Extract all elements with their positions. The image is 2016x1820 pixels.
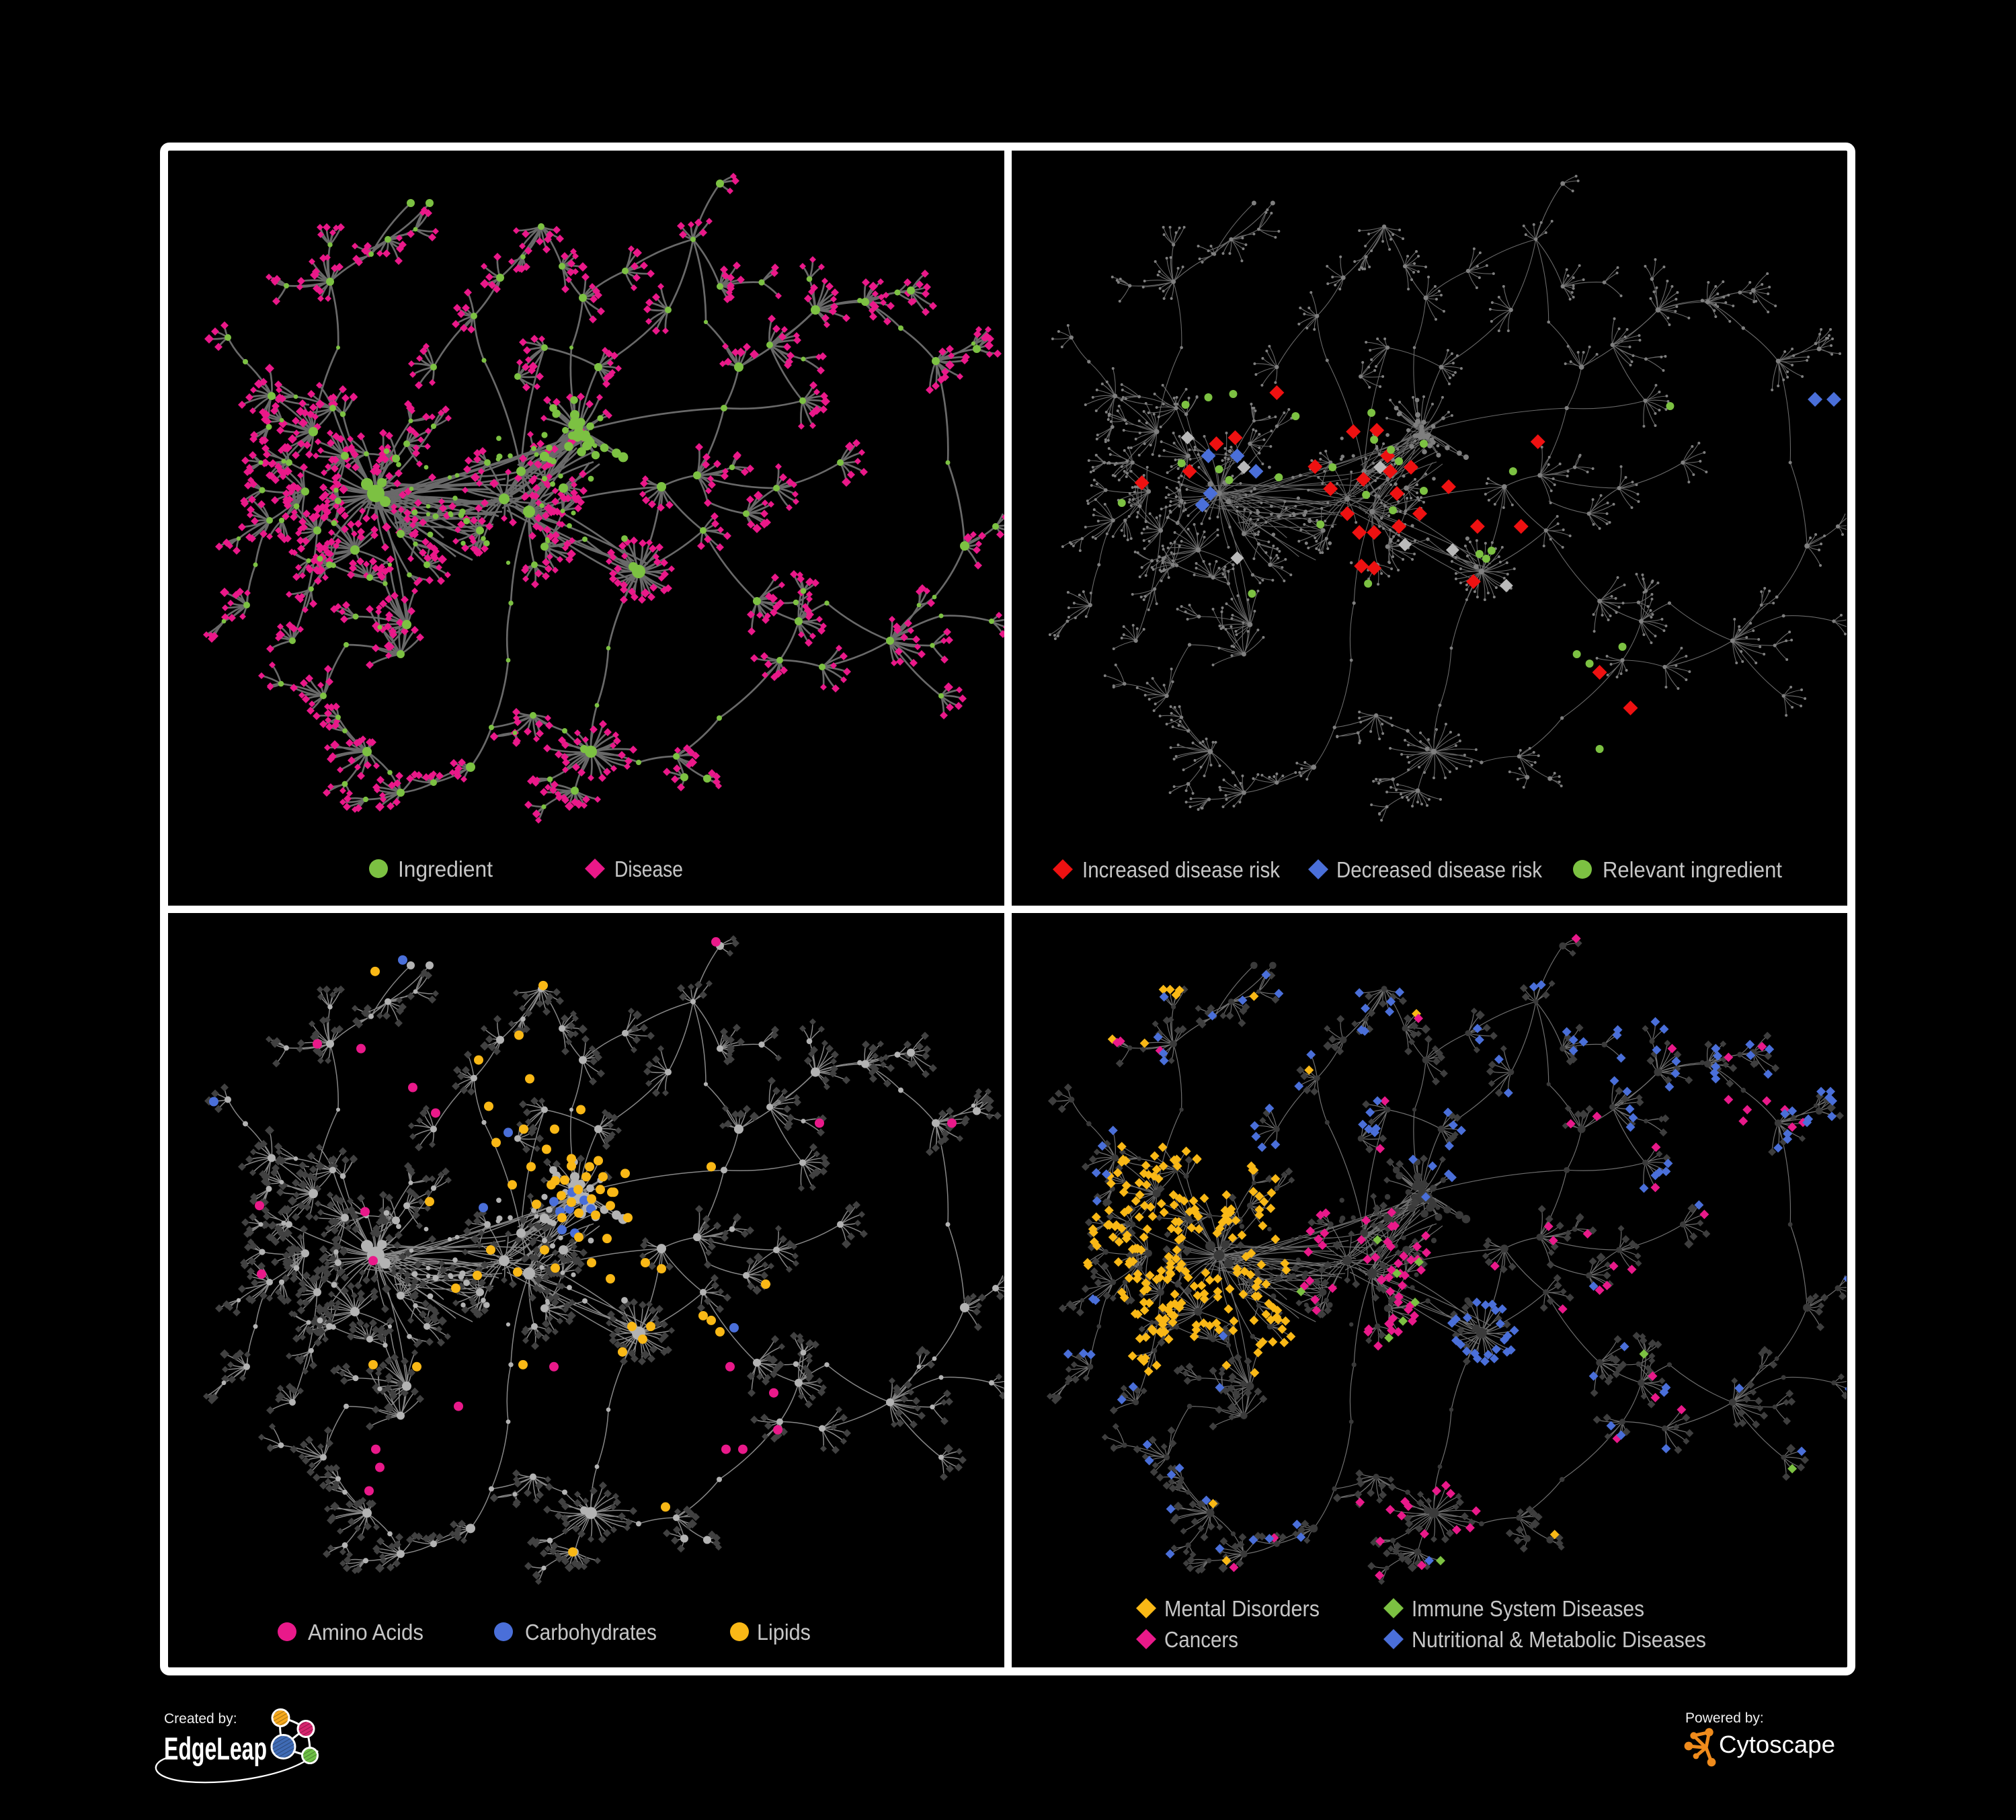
svg-text:Relevant ingredient: Relevant ingredient <box>1603 857 1782 882</box>
svg-text:Cancers: Cancers <box>1164 1627 1238 1652</box>
svg-text:Mental Disorders: Mental Disorders <box>1164 1596 1320 1621</box>
svg-text:Ingredient: Ingredient <box>398 857 493 881</box>
svg-text:Powered by:: Powered by: <box>1685 1710 1764 1726</box>
svg-text:EdgeLeap: EdgeLeap <box>164 1731 267 1766</box>
svg-text:Disease: Disease <box>614 857 683 881</box>
svg-text:Immune System Diseases: Immune System Diseases <box>1412 1596 1644 1621</box>
svg-text:Amino Acids: Amino Acids <box>308 1620 424 1645</box>
svg-text:Nutritional & Metabolic Diseas: Nutritional & Metabolic Diseases <box>1412 1627 1706 1652</box>
svg-text:Lipids: Lipids <box>757 1620 811 1645</box>
svg-text:Cytoscape: Cytoscape <box>1719 1731 1835 1758</box>
svg-text:Increased disease risk: Increased disease risk <box>1082 857 1280 882</box>
svg-text:Created by:: Created by: <box>164 1711 237 1727</box>
svg-text:Decreased disease risk: Decreased disease risk <box>1336 857 1542 882</box>
svg-text:Carbohydrates: Carbohydrates <box>525 1620 657 1645</box>
